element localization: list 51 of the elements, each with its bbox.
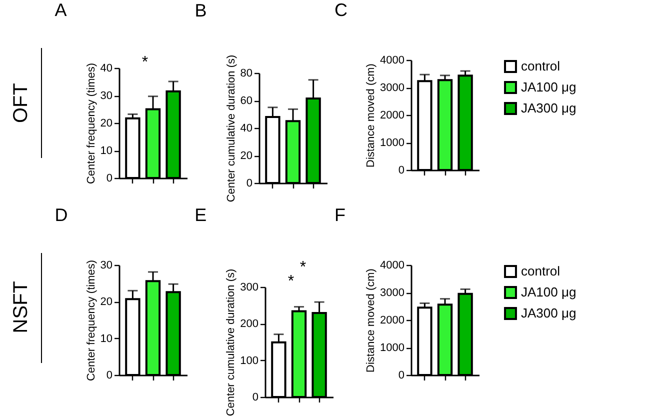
- legend-label: JA300 μg: [521, 306, 576, 320]
- y-tick-label: 10: [100, 332, 112, 345]
- y-tick-label: 2000: [380, 110, 404, 122]
- y-tick-label: 2000: [380, 314, 404, 326]
- y-tick-label: 4000: [380, 54, 404, 66]
- y-tick-label: 20: [100, 296, 112, 308]
- y-tick-label: 20: [100, 118, 112, 130]
- chart-title: A: [54, 0, 67, 20]
- y-tick-label: 3000: [380, 287, 404, 299]
- y-axis-title: Center cumulative duration (s): [225, 54, 238, 202]
- y-axis-title: Distance moved (cm): [365, 64, 378, 168]
- y-tick-label: 0: [106, 370, 112, 382]
- y-tick-label: 1000: [380, 137, 404, 149]
- y-tick-label: 3000: [380, 82, 404, 94]
- text: *: [300, 259, 306, 276]
- y-tick-label: 100: [240, 354, 258, 367]
- y-tick-label: 0: [106, 172, 112, 184]
- legend-label: JA100 μg: [521, 284, 576, 300]
- chart-title: E: [194, 205, 207, 225]
- y-tick-label: 10: [100, 145, 112, 157]
- y-tick-label: 30: [100, 260, 112, 272]
- annotation: *: [142, 54, 148, 71]
- annotation: *: [288, 273, 294, 290]
- text: OFT: [10, 82, 33, 122]
- y-tick-label: 30: [100, 90, 112, 102]
- legend-label: JA300 μg: [521, 100, 576, 116]
- chart-title: F: [334, 205, 346, 225]
- y-tick-label: 4000: [380, 260, 404, 272]
- y-tick-label: 0: [246, 178, 252, 190]
- chart-title: B: [194, 0, 207, 20]
- chart-title: D: [54, 205, 68, 225]
- legend-label: JA100 μg: [521, 80, 576, 94]
- y-tick-label: 0: [398, 370, 404, 382]
- y-tick-label: 0: [252, 392, 258, 404]
- y-tick-label: 80: [240, 68, 252, 80]
- y-axis-title: Center cumulative duration (s): [225, 268, 238, 416]
- y-tick-label: 200: [240, 318, 258, 330]
- y-tick-label: 0: [398, 164, 404, 176]
- y-tick-label: 300: [240, 282, 258, 294]
- chart-title: C: [334, 0, 348, 20]
- y-tick-label: 20: [240, 150, 252, 162]
- y-tick-label: 40: [240, 122, 252, 134]
- legend-label: control: [521, 58, 560, 74]
- text: NSFT: [10, 281, 33, 334]
- y-tick-label: 40: [100, 62, 112, 74]
- y-axis-title: Center frequency (times): [85, 62, 98, 184]
- y-tick-label: 60: [240, 95, 252, 107]
- y-tick-label: 1000: [380, 342, 404, 354]
- legend-label: control: [521, 264, 560, 278]
- y-axis-title: Distance moved (cm): [365, 268, 378, 372]
- y-axis-title: Center frequency (times): [85, 260, 98, 382]
